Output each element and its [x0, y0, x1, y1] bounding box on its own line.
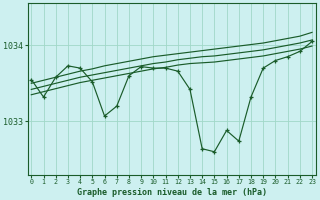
X-axis label: Graphe pression niveau de la mer (hPa): Graphe pression niveau de la mer (hPa) — [77, 188, 267, 197]
